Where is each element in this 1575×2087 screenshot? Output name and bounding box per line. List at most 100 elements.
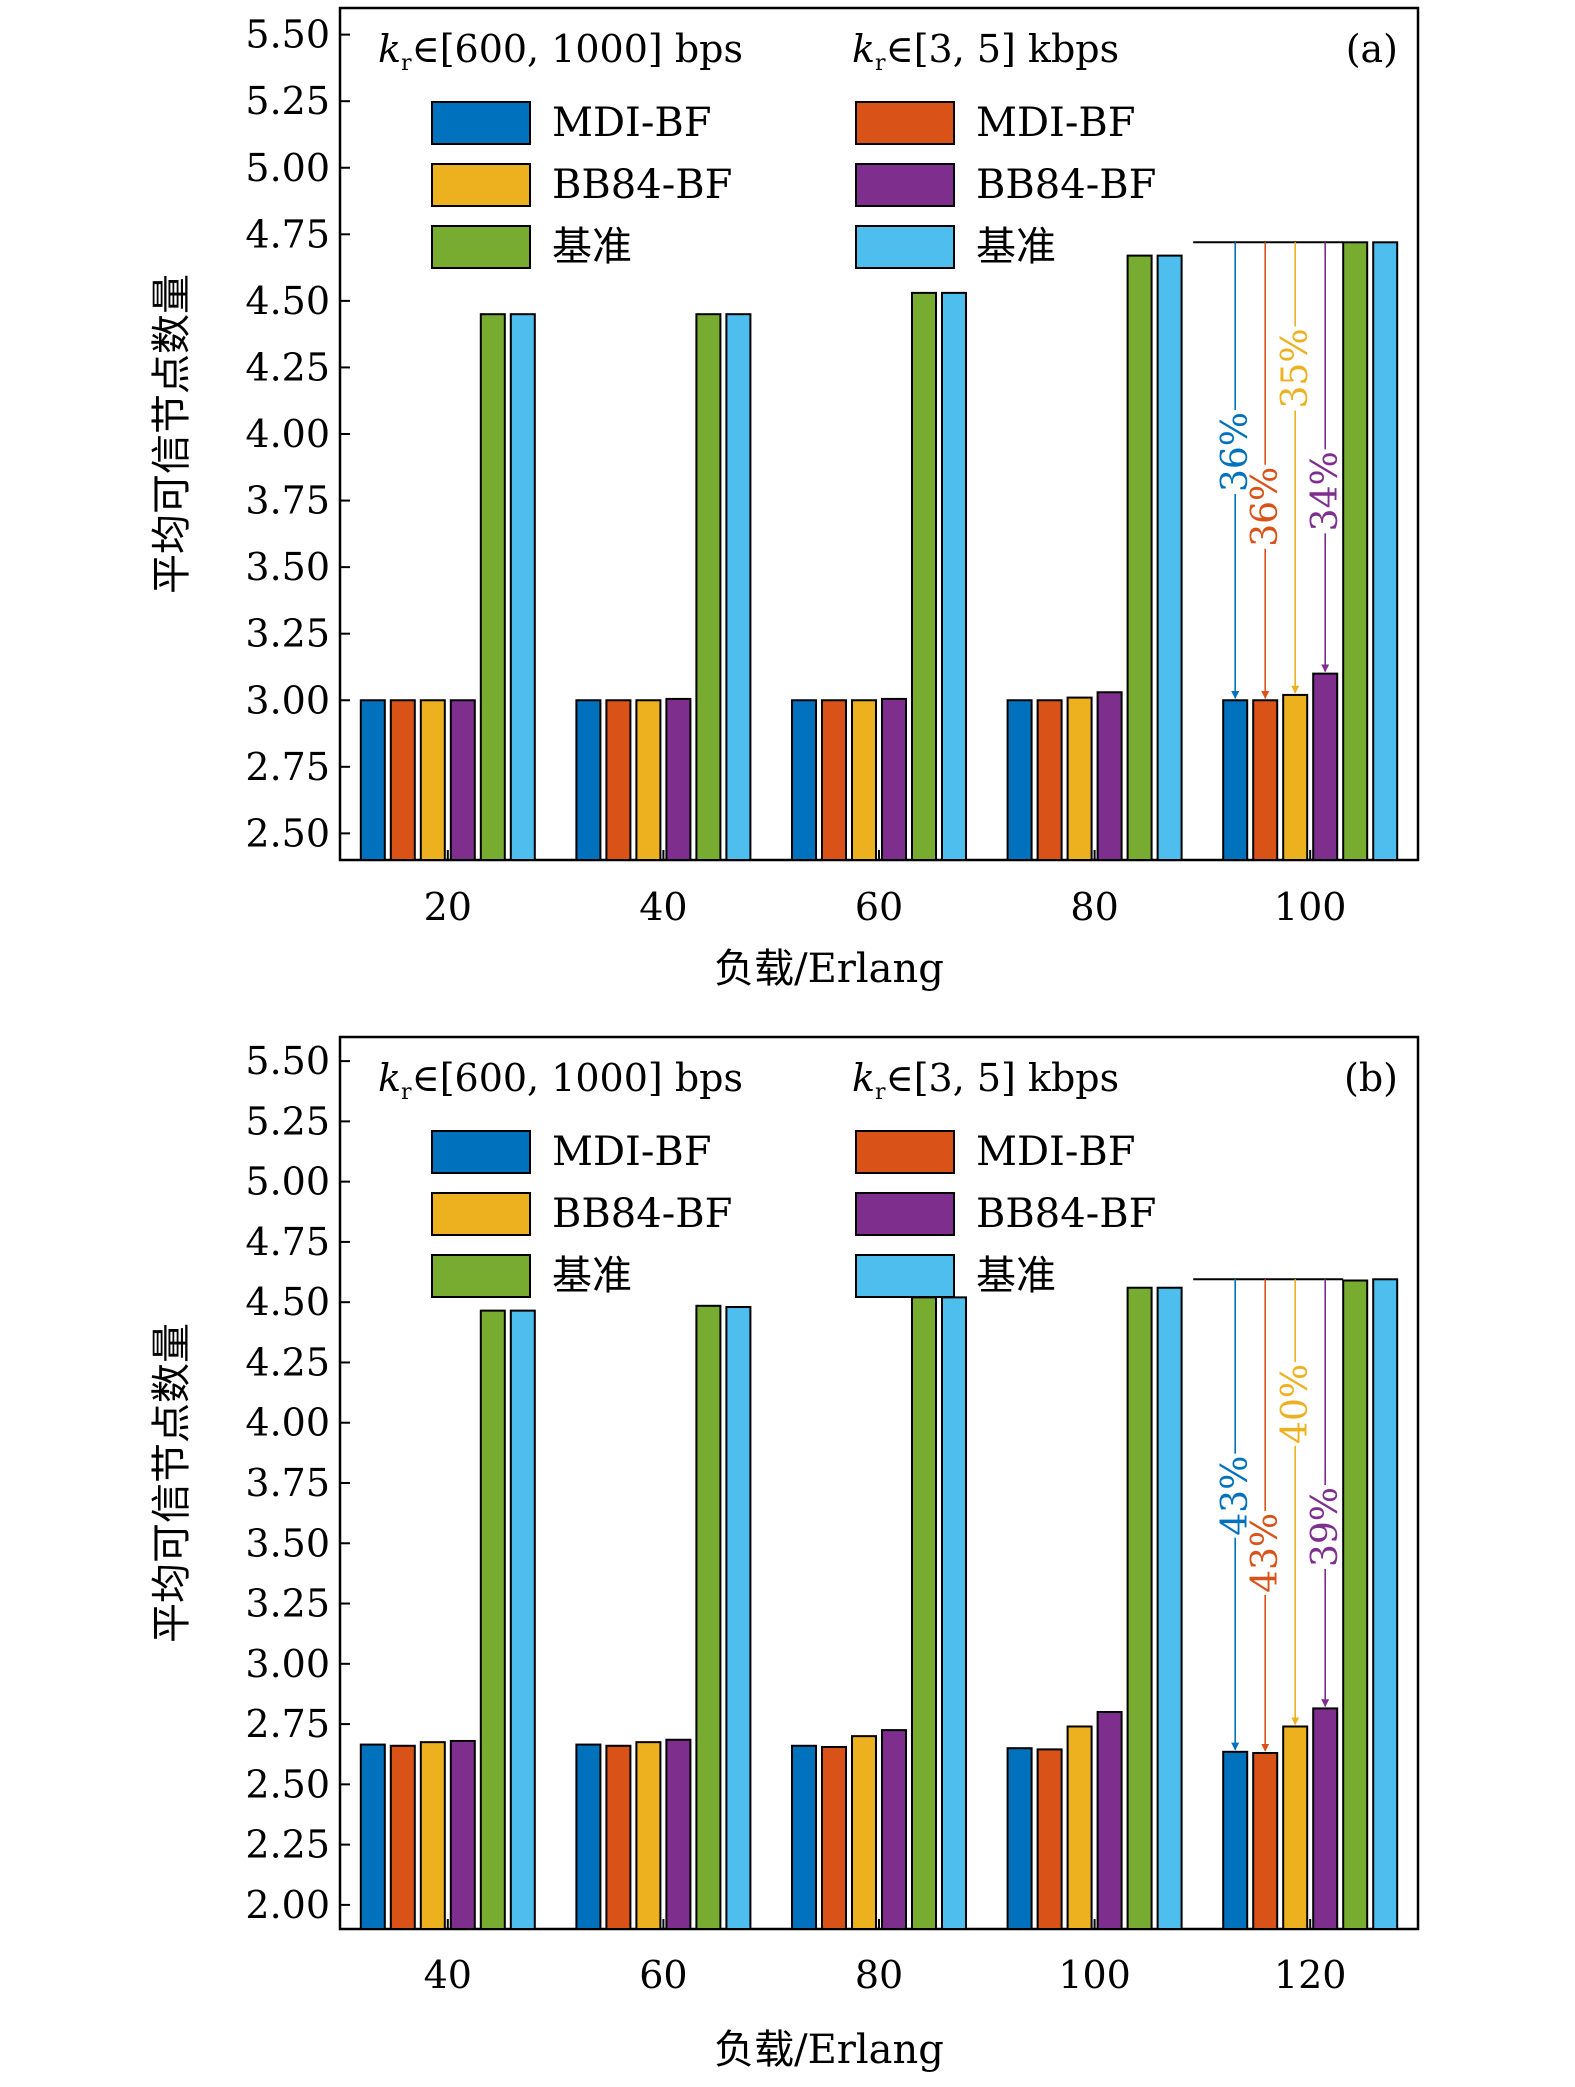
bar (1096, 691, 1123, 862)
x-tick-label: 60 (639, 1953, 687, 1997)
y-tick-label: 2.50 (245, 1762, 330, 1806)
y-tick-label: 5.00 (245, 1160, 330, 1204)
bar (911, 1296, 937, 1930)
legend-swatch (431, 163, 531, 207)
bar (575, 1743, 602, 1931)
reduction-label: 39% (1305, 1487, 1346, 1567)
bar (1006, 699, 1033, 861)
y-tick-label: 3.75 (245, 479, 330, 523)
legend-label: BB84-BF (552, 162, 732, 208)
x-tick-label: 60 (855, 885, 903, 929)
bar (695, 313, 722, 861)
legend-label: 基准 (976, 1253, 1056, 1299)
x-tick-label: 120 (1274, 1953, 1347, 1997)
bar (359, 699, 386, 861)
bar (791, 699, 817, 861)
label-bg (1219, 410, 1252, 495)
legend-swatch (431, 1192, 531, 1236)
legend-swatch (855, 101, 955, 145)
bar (821, 699, 847, 861)
bar (665, 697, 692, 862)
x-tick-label: 100 (1274, 885, 1347, 929)
bar (665, 1738, 692, 1930)
x-tick-label: 40 (639, 885, 687, 929)
bar (1036, 699, 1063, 861)
bar (1372, 1278, 1399, 1930)
bar (419, 1741, 446, 1930)
bar (1282, 1725, 1309, 1931)
bar (1252, 699, 1279, 861)
bar (605, 699, 632, 861)
bar (821, 1745, 847, 1930)
y-tick-label: 4.00 (245, 1401, 330, 1445)
bar (1096, 1711, 1123, 1930)
x-tick-label: 20 (424, 885, 472, 929)
y-tick-label: 3.25 (245, 1582, 330, 1626)
bar (359, 1743, 386, 1931)
y-tick-label: 4.00 (245, 412, 330, 456)
x-axis-label: 负载/Erlang (714, 946, 944, 992)
bar (1342, 1279, 1369, 1931)
bar (635, 699, 662, 861)
legend-swatch (855, 163, 955, 207)
bar (941, 1296, 967, 1930)
bar (941, 291, 967, 861)
bar (725, 1306, 752, 1931)
label-bg (1279, 1361, 1312, 1446)
y-tick-label: 5.50 (245, 13, 330, 57)
label-bg (1249, 1510, 1282, 1595)
bar (479, 313, 506, 861)
bar (389, 699, 416, 861)
y-tick-label: 3.00 (245, 1642, 330, 1686)
bar (509, 313, 536, 861)
bar (1006, 1747, 1033, 1931)
bar (1312, 672, 1339, 861)
bar (881, 697, 907, 862)
reduction-label: 36% (1245, 467, 1286, 547)
legend-label: BB84-BF (976, 1191, 1156, 1237)
y-tick-label: 5.00 (245, 146, 330, 190)
y-tick-label: 2.75 (245, 1702, 330, 1746)
bar (1036, 1748, 1063, 1931)
x-tick-label: 40 (424, 1953, 472, 1997)
bar (1312, 1707, 1339, 1930)
legend-swatch (431, 101, 531, 145)
y-tick-label: 3.50 (245, 545, 330, 589)
y-tick-label: 3.75 (245, 1461, 330, 1505)
bar (605, 1744, 632, 1930)
y-tick-label: 4.75 (245, 212, 330, 256)
legend-label: MDI-BF (976, 100, 1136, 146)
x-axis-label: 负载/Erlang (714, 2027, 944, 2073)
y-tick-label: 3.50 (245, 1521, 330, 1565)
y-tick-label: 4.25 (245, 345, 330, 389)
legend-swatch (855, 225, 955, 269)
bar (725, 313, 752, 861)
legend-header-right: kr∈[3, 5] kbps (852, 27, 1119, 76)
legend-label: 基准 (552, 1253, 632, 1299)
y-tick-label: 2.50 (245, 811, 330, 855)
y-tick-label: 4.50 (245, 279, 330, 323)
chart-panel-b: 2.00 2.25 2.50 2.75 3.00 3.25 3.50 3.75 4.00 4.25… (149, 1035, 1420, 2073)
legend-swatch (431, 1254, 531, 1298)
bar (1156, 254, 1183, 862)
bar (695, 1304, 722, 1930)
x-tick-label: 80 (1070, 885, 1118, 929)
bar (1342, 241, 1369, 862)
x-tick-label: 100 (1058, 1953, 1131, 1997)
legend-swatch (855, 1192, 955, 1236)
label-bg (1309, 1485, 1342, 1570)
bar (791, 1744, 817, 1930)
label-bg (1309, 449, 1342, 534)
y-tick-label: 4.25 (245, 1340, 330, 1384)
legend-swatch (855, 1130, 955, 1174)
bar (419, 699, 446, 861)
bar (1066, 696, 1093, 862)
legend-header-left: kr∈[600, 1000] bps (378, 1056, 743, 1105)
y-axis-label: 平均可信节点数量 (149, 274, 195, 594)
legend-label: MDI-BF (976, 1129, 1136, 1175)
legend-swatch (431, 1130, 531, 1174)
bar (449, 1739, 476, 1931)
reduction-label: 40% (1275, 1364, 1316, 1444)
y-tick-label: 3.00 (245, 678, 330, 722)
